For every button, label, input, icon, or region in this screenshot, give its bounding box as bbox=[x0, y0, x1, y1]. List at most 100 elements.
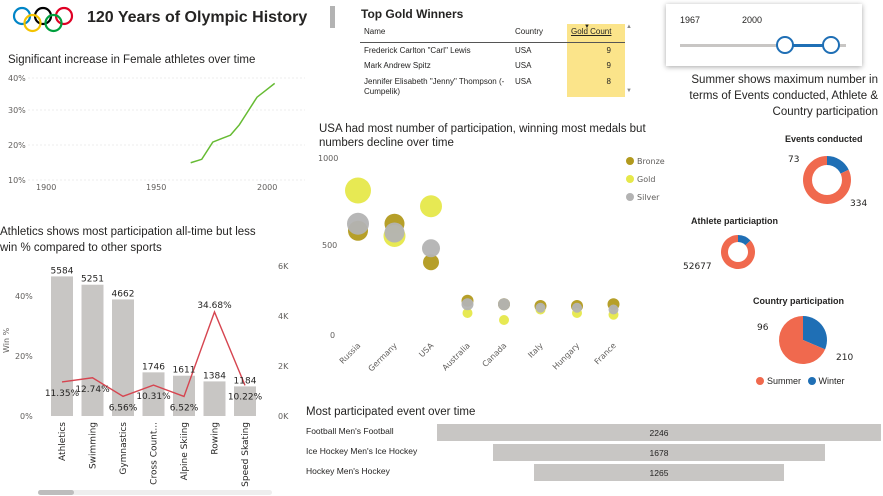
slider-start-value[interactable]: 1967 bbox=[680, 15, 701, 25]
silver-bubble[interactable] bbox=[535, 302, 546, 313]
silver-bubble[interactable] bbox=[608, 304, 619, 315]
athletics-right-tick-0k: 0K bbox=[278, 412, 289, 421]
legend-winter-dot bbox=[807, 377, 816, 385]
summer-note-line1: Summer shows maximum number in bbox=[691, 74, 878, 86]
slider-track[interactable] bbox=[680, 44, 846, 47]
bar[interactable] bbox=[142, 372, 165, 416]
event-bar[interactable] bbox=[437, 424, 881, 441]
win-pct-label: 6.52% bbox=[170, 403, 199, 413]
usa-chart-title-line2: numbers decline over time bbox=[319, 137, 454, 149]
donut-hole bbox=[812, 165, 842, 195]
slider-end-value[interactable]: 2000 bbox=[742, 15, 763, 25]
event-category-label: Ice Hockey Men's Ice Hockey bbox=[306, 446, 418, 456]
bar[interactable] bbox=[81, 284, 104, 416]
legend-silver-dot bbox=[626, 193, 634, 201]
win-pct-label: 12.74% bbox=[75, 385, 110, 395]
scroll-down-icon[interactable]: ▼ bbox=[626, 88, 632, 94]
year-range-slider[interactable]: 1967 2000 bbox=[666, 4, 862, 66]
event-bar-value: 1678 bbox=[649, 448, 669, 458]
bronze-bubble[interactable] bbox=[423, 254, 439, 271]
cell-gold: 9 bbox=[567, 58, 625, 74]
female-ytick-10: 10% bbox=[8, 176, 26, 185]
category-label: Rowing bbox=[211, 422, 221, 455]
legend-gold-dot bbox=[626, 175, 634, 183]
cell-gold: 9 bbox=[567, 42, 625, 58]
win-pct-label: 10.31% bbox=[136, 392, 171, 402]
gold-bubble[interactable] bbox=[499, 315, 509, 325]
athlete-summer-label: 52677 bbox=[683, 262, 712, 272]
silver-bubble[interactable] bbox=[384, 222, 405, 243]
donut-hole bbox=[728, 242, 748, 262]
female-xtick-2000: 2000 bbox=[257, 183, 277, 192]
bar-value-label: 5251 bbox=[81, 275, 104, 285]
table-row[interactable]: Jennifer Elisabeth "Jenny" Thompson (-Cu… bbox=[360, 74, 625, 97]
athletics-left-tick-0: 0% bbox=[20, 412, 33, 421]
table-row[interactable]: Frederick Carlton "Carl" Lewis USA 9 bbox=[360, 42, 625, 58]
event-chart-title: Most participated event over time bbox=[306, 406, 476, 418]
win-pct-label: 11.35% bbox=[45, 389, 80, 399]
bar-value-label: 1611 bbox=[173, 366, 196, 376]
event-bar-value: 2246 bbox=[649, 428, 669, 438]
table-scrollbar[interactable]: ▲ ▼ bbox=[625, 24, 633, 100]
bar[interactable] bbox=[234, 386, 256, 416]
horizontal-scrollbar[interactable] bbox=[38, 490, 272, 495]
category-label: Swimming bbox=[89, 422, 99, 469]
category-label: Alpine Skiing bbox=[180, 422, 190, 480]
table-header-row: Name Country Gold Count ▼ bbox=[360, 24, 625, 42]
female-xtick-1900: 1900 bbox=[36, 183, 56, 192]
country-pie-title: Country participation bbox=[753, 296, 845, 306]
gold-bubble[interactable] bbox=[420, 195, 442, 218]
athlete-donut-title: Athlete particiaption bbox=[691, 216, 779, 226]
country-label: Russia bbox=[338, 341, 363, 366]
col-header-name[interactable]: Name bbox=[364, 27, 386, 36]
athletics-chart-title-line2: win % compared to other sports bbox=[0, 242, 162, 254]
cell-country: USA bbox=[515, 45, 532, 55]
country-winter-label: 96 bbox=[757, 323, 769, 333]
win-pct-label: 34.68% bbox=[197, 301, 232, 311]
slider-end-handle[interactable] bbox=[822, 36, 840, 54]
events-winter-label: 73 bbox=[788, 155, 799, 165]
bar[interactable] bbox=[203, 381, 226, 416]
female-series-line bbox=[190, 82, 276, 164]
silver-bubble[interactable] bbox=[422, 239, 440, 258]
usa-ytick-1000: 1000 bbox=[318, 154, 338, 163]
col-header-country[interactable]: Country bbox=[515, 27, 544, 36]
country-label: France bbox=[593, 341, 618, 366]
slider-start-handle[interactable] bbox=[776, 36, 794, 54]
gold-count-header-label: Gold Count bbox=[571, 27, 612, 36]
silver-bubble[interactable] bbox=[461, 298, 474, 311]
cell-name: Mark Andrew Spitz bbox=[364, 61, 431, 70]
season-legend: Summer Winter bbox=[756, 376, 845, 386]
event-bar[interactable] bbox=[533, 464, 785, 481]
country-label: Germany bbox=[367, 341, 400, 374]
athletics-chart-title-line1: Athletics shows most participation all-t… bbox=[0, 226, 256, 238]
event-bar[interactable] bbox=[493, 444, 825, 461]
female-y-gridlines bbox=[28, 77, 305, 181]
events-summer-label: 334 bbox=[850, 199, 867, 209]
summer-slice[interactable] bbox=[779, 316, 826, 364]
legend-bronze-dot bbox=[626, 157, 634, 165]
female-chart-title: Significant increase in Female athletes … bbox=[8, 54, 256, 66]
cell-name: Jennifer Elisabeth "Jenny" Thompson (-Cu… bbox=[364, 77, 505, 96]
category-label: Gymnastics bbox=[119, 422, 129, 475]
gold-bubble[interactable] bbox=[462, 308, 473, 318]
usa-ytick-0: 0 bbox=[330, 331, 335, 340]
silver-bubble[interactable] bbox=[498, 298, 510, 311]
top-gold-table: Name Country Gold Count ▼ Frederick Carl… bbox=[360, 24, 625, 97]
table-row[interactable]: Mark Andrew Spitz USA 9 bbox=[360, 58, 625, 74]
silver-bubble[interactable] bbox=[572, 302, 582, 313]
scrollbar-thumb[interactable] bbox=[38, 490, 74, 495]
bar[interactable] bbox=[112, 299, 134, 416]
scroll-up-icon[interactable]: ▲ bbox=[626, 24, 632, 30]
event-bar-value: 1265 bbox=[649, 468, 669, 478]
gold-bubble[interactable] bbox=[345, 177, 371, 204]
athletics-right-tick-6k: 6K bbox=[278, 262, 289, 271]
win-pct-label: 10.22% bbox=[228, 392, 263, 402]
events-donut-title: Events conducted bbox=[785, 134, 863, 144]
events-donut-chart: 73 334 bbox=[788, 155, 867, 209]
female-ytick-20: 20% bbox=[8, 141, 26, 150]
col-header-gold-count[interactable]: Gold Count ▼ bbox=[567, 24, 625, 42]
silver-bubble[interactable] bbox=[347, 212, 369, 235]
winter-slice[interactable] bbox=[803, 316, 827, 350]
legend-winter-label: Winter bbox=[818, 376, 845, 386]
